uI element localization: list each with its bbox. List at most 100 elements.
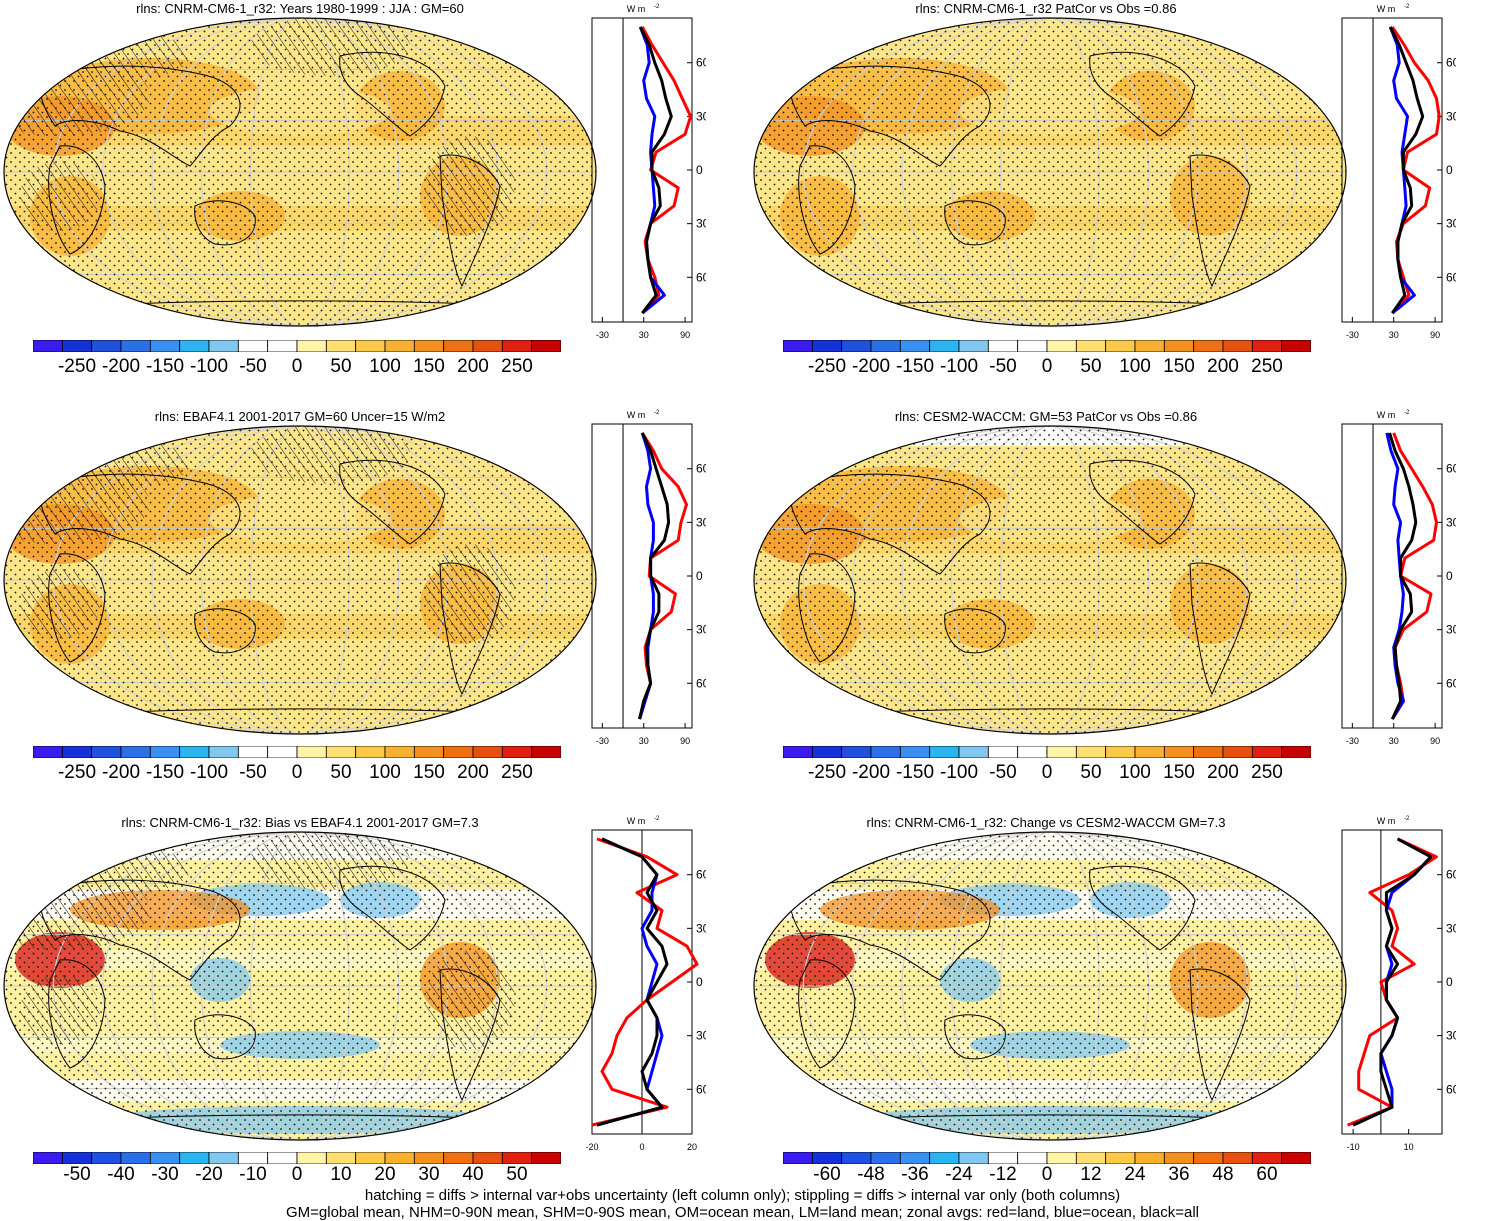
lat-tick-label: 60S: [696, 676, 706, 690]
colorbar-swatch: [149, 340, 181, 352]
colorbar-swatch: [33, 340, 63, 352]
colorbar-swatch: [91, 746, 122, 758]
colorbar-swatch: [61, 340, 93, 352]
colorbar-labels: -250 -200 -150 -100 -50 0 50 100 150 200 250: [783, 762, 1311, 784]
colorbar-tick-label: -30: [151, 1164, 179, 1185]
colorbar-tick-label: -20: [195, 1164, 223, 1185]
colorbar-swatch: [811, 1152, 843, 1164]
colorbar-swatch: [1075, 340, 1107, 352]
colorbar-swatch: [1075, 746, 1107, 758]
units-label: W m: [627, 816, 646, 826]
colorbar-tick-label: -100: [939, 356, 979, 377]
colorbar-swatch: [179, 340, 210, 352]
colorbar-tick-label: -200: [101, 762, 141, 783]
colorbar-swatch: [208, 340, 239, 352]
x-tick-label: -30: [1346, 736, 1359, 746]
colorbar-tick-label: 150: [413, 356, 445, 377]
lat-tick-label: 60N: [1446, 462, 1456, 476]
colorbar-swatch: [1251, 340, 1283, 352]
colorbar-tick-label: 50: [1080, 356, 1102, 377]
colorbar-swatch: [472, 340, 503, 352]
colorbar-swatch: [1046, 746, 1077, 758]
map-field: [4, 18, 596, 326]
colorbar-tick-label: -200: [851, 356, 891, 377]
colorbar-swatch: [841, 340, 872, 352]
lat-tick-label: 60S: [1446, 676, 1456, 690]
lat-tick-label: 30N: [696, 109, 706, 123]
units-label: W m: [1377, 410, 1396, 420]
colorbar-tick-label: 50: [506, 1164, 528, 1185]
all-zonal-line: [596, 837, 669, 1127]
colorbar-tick-label: 36: [1168, 1164, 1190, 1185]
colorbar-tick-label: 50: [1080, 762, 1102, 783]
ocean-zonal-line: [596, 837, 664, 1127]
colorbar-swatch: [1163, 746, 1195, 758]
land-zonal-line: [638, 432, 688, 720]
panel-title: rlns: CNRM-CM6-1_r32: Bias vs EBAF4.1 20…: [121, 815, 479, 830]
colorbar-swatch: [783, 1152, 813, 1164]
colorbar-swatch: [443, 1152, 474, 1164]
colorbar-swatch: [179, 1152, 210, 1164]
panel-title: rlns: CNRM-CM6-1_r32 PatCor vs Obs =0.86: [915, 1, 1177, 16]
colorbar-swatch: [33, 1152, 63, 1164]
lat-tick-label: 60N: [696, 56, 706, 70]
lat-tick-label: 60N: [696, 868, 706, 882]
colorbar-swatch: [1281, 746, 1311, 758]
colorbar-tick-label: -200: [101, 356, 141, 377]
lat-tick-label: 30S: [696, 623, 706, 637]
colorbar-swatch: [61, 746, 93, 758]
colorbar-swatch: [237, 746, 269, 758]
lat-tick-label: 30N: [1446, 921, 1456, 935]
footnote-line-1: hatching = diffs > internal var+obs unce…: [364, 1187, 1121, 1204]
colorbar-tick-label: -150: [895, 762, 935, 783]
colorbar-swatch: [1105, 1152, 1136, 1164]
colorbar-swatch: [1222, 340, 1253, 352]
colorbar-swatch: [1105, 746, 1136, 758]
units-superscript: -2: [1404, 410, 1410, 416]
lat-tick-label: 60S: [696, 270, 706, 284]
colorbar-swatch: [413, 746, 445, 758]
colorbar-swatch: [384, 746, 415, 758]
units-label: W m: [1377, 816, 1396, 826]
zonal-mean-plot: W m -2 60N 30N 0 30S 60S -30 30 90: [1341, 4, 1456, 340]
colorbar-swatch: [1163, 1152, 1195, 1164]
colorbar-swatch: [296, 746, 327, 758]
colorbar-swatch: [120, 746, 151, 758]
map-field: [4, 426, 596, 734]
colorbar-tick-label: 0: [291, 356, 303, 377]
all-zonal-line: [1388, 26, 1425, 314]
units-superscript: -2: [654, 816, 660, 822]
colorbar-tick-label: -100: [939, 762, 979, 783]
panel-title: rlns: CNRM-CM6-1_r32: Change vs CESM2-WA…: [866, 815, 1226, 830]
colorbar-tick-label: -40: [107, 1164, 135, 1185]
colorbar-swatch: [179, 746, 210, 758]
colorbar-swatch: [237, 1152, 269, 1164]
map-plot: [753, 17, 1347, 327]
colorbar-swatch: [1046, 340, 1077, 352]
colorbar-swatch: [531, 746, 561, 758]
colorbar-swatch: [987, 340, 1019, 352]
lat-tick-label: 30N: [696, 921, 706, 935]
colorbar-tick-label: 0: [291, 762, 303, 783]
lat-tick-label: 30N: [696, 515, 706, 529]
panel-title: rlns: CESM2-WACCM: GM=53 PatCor vs Obs =…: [894, 409, 1198, 424]
lat-tick-label: 30S: [1446, 217, 1456, 231]
units-superscript: -2: [654, 410, 660, 416]
colorbar-tick-label: 100: [369, 762, 401, 783]
footnote-line-2: GM=global mean, NHM=0-90N mean, SHM=0-90…: [285, 1204, 1199, 1221]
colorbar-swatch: [783, 746, 813, 758]
lat-tick-label: 30N: [1446, 515, 1456, 529]
colorbar-tick-label: -24: [945, 1164, 973, 1185]
units-label: W m: [627, 4, 646, 14]
colorbar-tick-label: 100: [1119, 762, 1151, 783]
colorbar-tick-label: -50: [239, 762, 267, 783]
colorbar-swatch: [472, 1152, 503, 1164]
colorbar-swatch: [1046, 1152, 1077, 1164]
x-tick-label: -10: [1347, 1142, 1360, 1152]
colorbar-tick-label: -100: [189, 356, 229, 377]
colorbar-swatch: [929, 746, 960, 758]
colorbar-swatch: [899, 1152, 931, 1164]
lat-tick-label: 30S: [696, 1029, 706, 1043]
x-tick-label: 90: [680, 330, 690, 340]
colorbar-swatch: [1075, 1152, 1107, 1164]
